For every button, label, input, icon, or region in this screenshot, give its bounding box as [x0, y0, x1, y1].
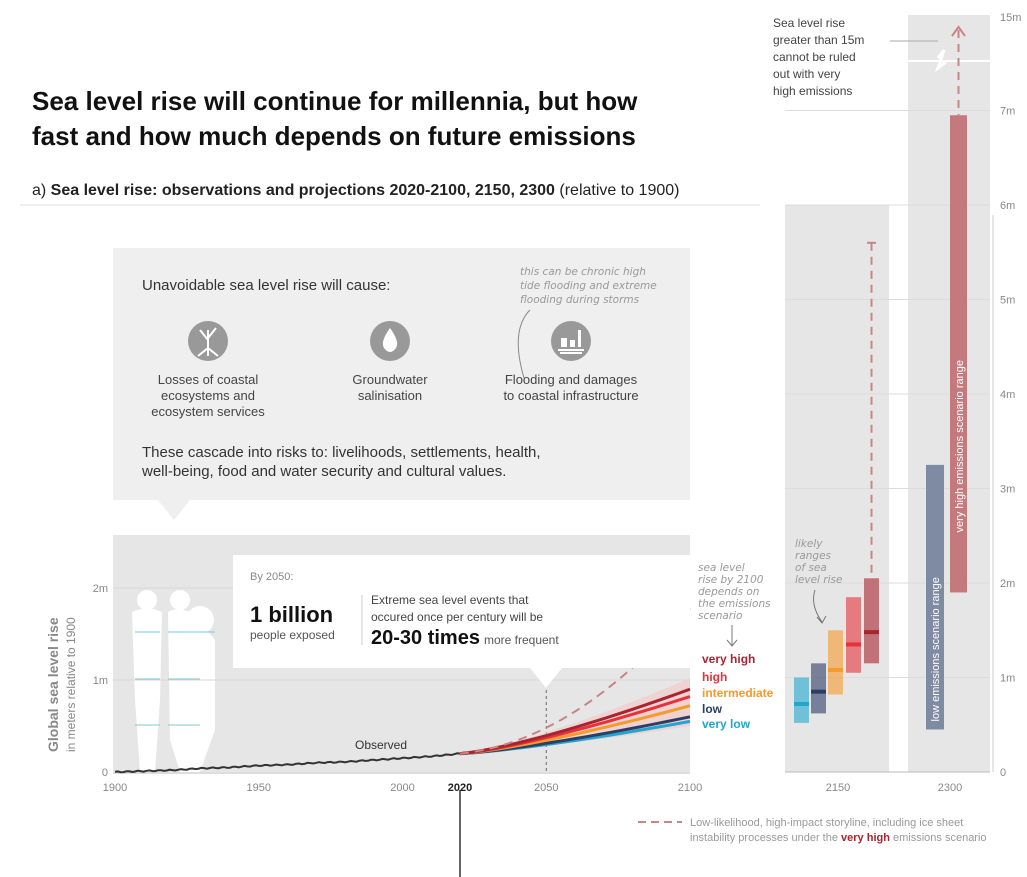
y-tick-label-right: 4m — [1000, 389, 1015, 401]
y-tick-label-right: 2m — [1000, 578, 1015, 590]
x-tick-label: 1950 — [247, 782, 271, 794]
median-mark-2150 — [864, 630, 879, 635]
x-tick-label: 2100 — [678, 782, 702, 794]
legend-line-2: instability processes under the very hig… — [690, 832, 987, 844]
axis-break-icon — [935, 49, 947, 73]
y-axis-sublabel: in meters relative to 1900 — [64, 617, 78, 752]
median-mark-2150 — [828, 667, 843, 672]
panel-2300-bg — [908, 62, 990, 772]
greater-15m-note: Sea level rise greater than 15m cannot be … — [773, 16, 864, 98]
down-arrow-icon — [726, 625, 738, 647]
legend-line-1: Low-likelihood, high-impact storyline, i… — [690, 817, 963, 829]
very-high-range-label: very high emissions scenario range — [954, 360, 966, 532]
observed-label: Observed — [355, 738, 407, 752]
note-arrow-icon — [517, 309, 531, 379]
y-tick-label: 2m — [93, 583, 108, 595]
range-bar-2150-low — [811, 663, 826, 714]
impact-3-label: Flooding and damages to coastal infrastru… — [503, 372, 638, 403]
range-bar-2150-high — [846, 597, 861, 673]
scenario-label: very high — [702, 652, 755, 666]
scenario-label: intermediate — [702, 686, 774, 700]
x-tick-label: 2150 — [826, 782, 850, 794]
x-tick-label: 2300 — [938, 782, 962, 794]
storyline-dashed-line — [459, 607, 691, 755]
impact-1-label: Losses of coastal ecosystems and ecosystem… — [151, 372, 265, 419]
scenario-label: very low — [702, 717, 751, 731]
infobox-heading: Unavoidable sea level rise will cause: — [142, 277, 390, 294]
y-tick-label-right: 3m — [1000, 484, 1015, 496]
scenario-label: low — [702, 702, 723, 716]
x-tick-label: 2020 — [448, 782, 472, 794]
y-tick-label-right: 1m — [1000, 673, 1015, 685]
range-bar-2150-intermediate — [828, 630, 843, 695]
x-tick-label: 1900 — [103, 782, 127, 794]
water-level-marks — [135, 631, 215, 726]
x-tick-label: 2050 — [534, 782, 558, 794]
impact-2-label: Groundwater salinisation — [352, 372, 428, 403]
arrow-up-icon — [951, 25, 966, 37]
people-silhouette-icon — [132, 590, 215, 772]
y-tick-label-right: 0 — [1000, 767, 1006, 779]
range-bar-2300-low — [926, 464, 944, 730]
y-tick-label-right: 5m — [1000, 295, 1015, 307]
median-mark-2150 — [794, 701, 809, 706]
observed-line — [114, 752, 461, 774]
low-range-label: low emissions scenario range — [930, 577, 942, 721]
y-tick-label: 0 — [102, 767, 108, 779]
callout-text-2: occured once per century will be — [371, 610, 543, 624]
y-tick-label-right: 15m — [1000, 12, 1021, 24]
callout-text-1: Extreme sea level events that — [371, 593, 529, 607]
y-axis-label: Global sea level rise — [45, 617, 61, 752]
callout-by: By 2050: — [250, 571, 293, 583]
subtitle: a) Sea level rise: observations and proj… — [32, 182, 679, 199]
range-bar-2300-very-high — [950, 115, 967, 593]
likely-arrow-icon — [813, 589, 827, 624]
callout-frequency: 20-30 times more frequent — [371, 627, 559, 649]
title-line-1: Sea level rise will continue for millenn… — [32, 86, 638, 116]
range-bar-2150-very-low — [794, 677, 809, 723]
range-bar-2150-very-high — [864, 578, 879, 664]
infobox-note: this can be chronic high tide flooding an… — [520, 266, 657, 306]
callout-billion: 1 billion — [250, 602, 333, 627]
by-2050-callout: By 2050: 1 billion people exposed Extrem… — [233, 555, 690, 688]
title-line-2: fast and how much depends on future emis… — [32, 121, 636, 151]
impacts-infobox: Unavoidable sea level rise will cause: t… — [113, 248, 690, 520]
median-mark-2150 — [846, 642, 861, 647]
panel-2300-top-bg — [908, 15, 990, 60]
y-tick-label: 1m — [93, 675, 108, 687]
likely-ranges-note: likely ranges of sea level rise — [795, 538, 842, 586]
legend: Low-likelihood, high-impact storyline, i… — [638, 817, 987, 844]
y-tick-label-right: 7m — [1000, 106, 1015, 118]
x-tick-label: 2000 — [390, 782, 414, 794]
scenario-label: high — [702, 670, 727, 684]
cascade-text: These cascade into risks to: livelihoods… — [141, 444, 541, 480]
callout-exposed: people exposed — [250, 628, 335, 642]
y-tick-label-right: 6m — [1000, 200, 1015, 212]
median-mark-2150 — [811, 689, 826, 694]
depends-note: sea level rise by 2100 depends on the emiss… — [698, 562, 771, 622]
